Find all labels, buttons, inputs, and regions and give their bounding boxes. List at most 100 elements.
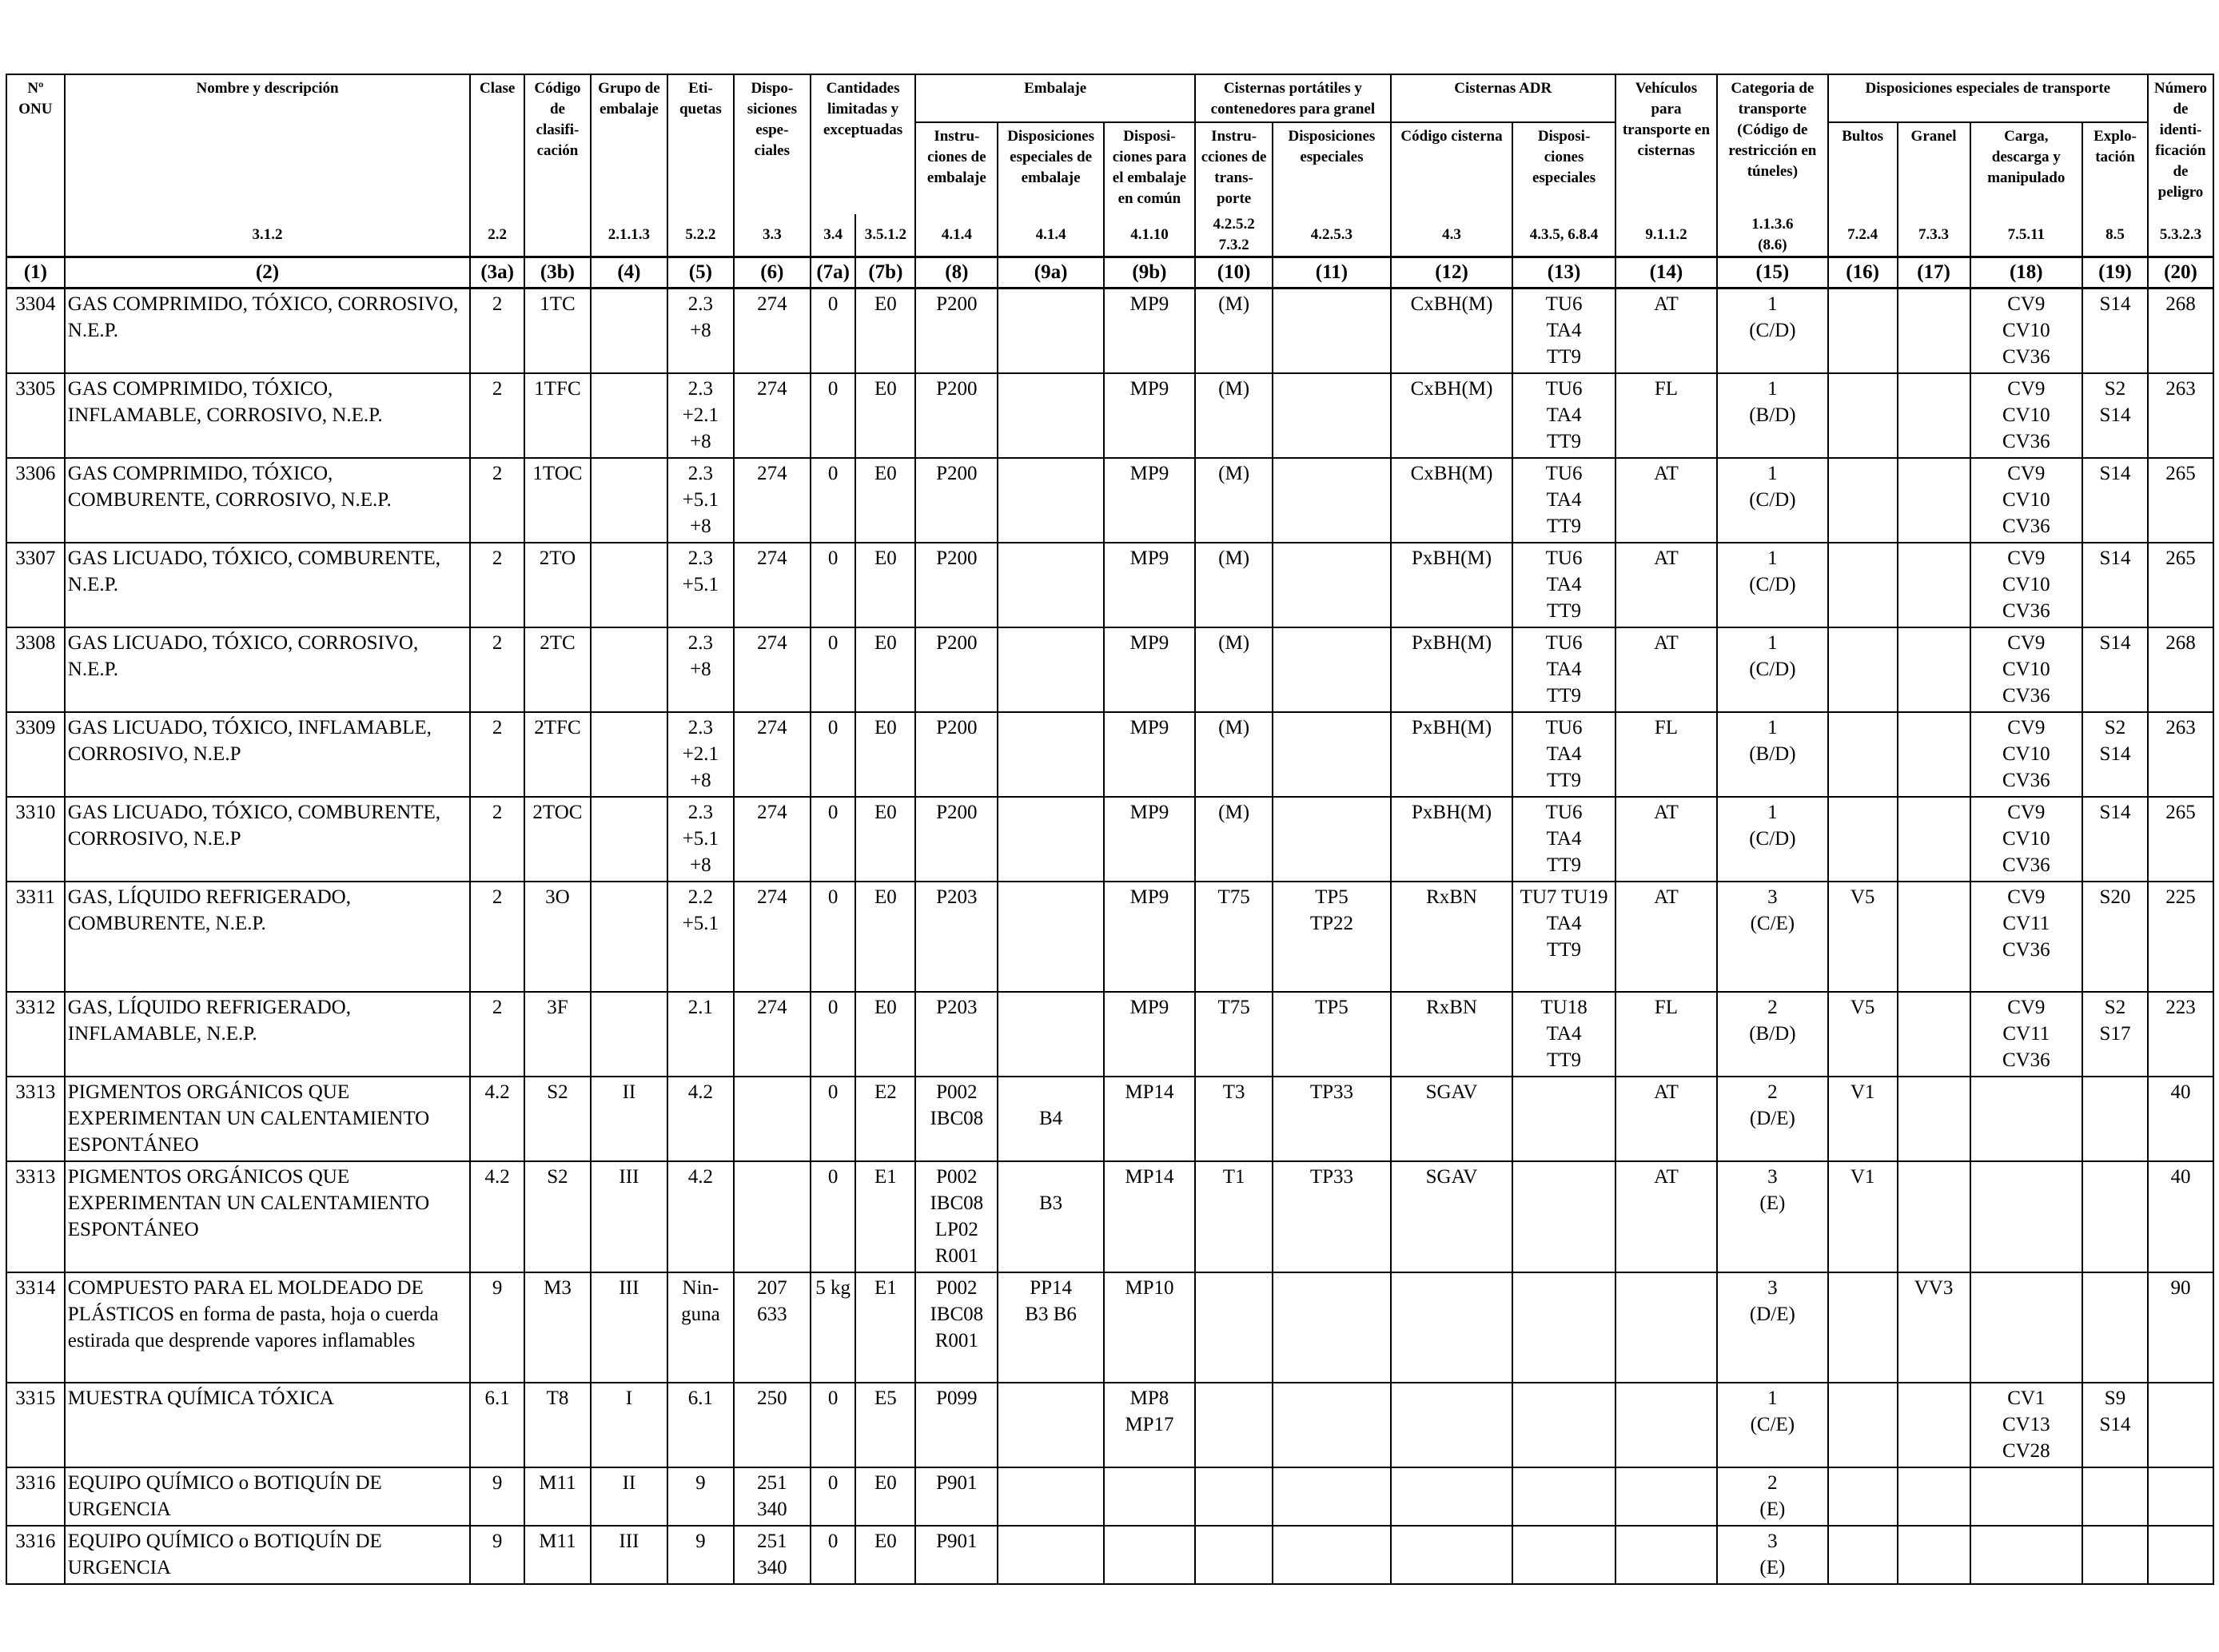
tank-special: TU6 TA4 TT9 bbox=[1512, 287, 1616, 374]
portable-tank-instruction: (M) bbox=[1194, 287, 1274, 374]
operation-provision: S14 bbox=[2082, 287, 2149, 374]
operation-provision bbox=[2082, 1467, 2149, 1527]
special-provisions: 274 bbox=[732, 372, 811, 459]
labels: 9 bbox=[666, 1467, 735, 1527]
un-number: 3312 bbox=[6, 991, 66, 1077]
portable-tank-special bbox=[1272, 372, 1392, 459]
packages-provision bbox=[1827, 457, 1898, 543]
header-operation: Explo- tación bbox=[2082, 121, 2149, 214]
un-number: 3307 bbox=[6, 542, 66, 628]
portable-tank-instruction: (M) bbox=[1194, 542, 1274, 628]
packing-instruction: P901 bbox=[914, 1467, 999, 1527]
packages-provision: V5 bbox=[1827, 991, 1898, 1077]
header-tank-special: Disposi- ciones especiales bbox=[1512, 121, 1616, 214]
vehicle: AT bbox=[1614, 796, 1719, 882]
header-special-transport: Disposiciones especiales de transporte bbox=[1827, 74, 2149, 122]
mixed-packing: MP9 bbox=[1102, 796, 1197, 882]
portable-tank-special bbox=[1272, 627, 1392, 713]
vehicle: AT bbox=[1614, 542, 1719, 628]
operation-provision: S9 S14 bbox=[2082, 1382, 2149, 1468]
header-labels: Eti- quetas bbox=[666, 74, 735, 214]
limited-quantity: 0 bbox=[809, 627, 857, 713]
transport-category: 3 (D/E) bbox=[1716, 1272, 1829, 1383]
limited-quantity: 0 bbox=[809, 542, 857, 628]
special-provisions bbox=[732, 1160, 811, 1273]
excepted-quantity: E0 bbox=[855, 881, 917, 993]
tank-special: TU6 TA4 TT9 bbox=[1512, 711, 1616, 798]
transport-category: 1 (C/D) bbox=[1716, 796, 1829, 882]
reference-cell: 5.2.2 bbox=[666, 214, 735, 258]
header-special-packing-provisions: Disposiciones especiales de embalaje bbox=[997, 121, 1105, 214]
portable-tank-special bbox=[1272, 1525, 1392, 1585]
packing-group bbox=[589, 711, 668, 798]
reference-cell bbox=[6, 214, 66, 258]
packing-instruction: P203 bbox=[914, 881, 999, 993]
class: 9 bbox=[469, 1272, 526, 1383]
packing-group: III bbox=[589, 1272, 668, 1383]
packages-provision bbox=[1827, 1467, 1898, 1527]
reference-cell: 2.1.1.3 bbox=[589, 214, 668, 258]
transport-category: 1 (B/D) bbox=[1716, 711, 1829, 798]
substance-name: PIGMENTOS ORGÁNICOS QUE EXPERIMENTAN UN … bbox=[63, 1076, 472, 1162]
limited-quantity: 0 bbox=[809, 711, 857, 798]
column-number: (18) bbox=[1969, 256, 2084, 289]
tank-special: TU18 TA4 TT9 bbox=[1512, 991, 1616, 1077]
tank-code bbox=[1389, 1272, 1514, 1383]
limited-quantity: 0 bbox=[809, 372, 857, 459]
excepted-quantity: E0 bbox=[855, 1467, 917, 1527]
portable-tank-instruction: (M) bbox=[1194, 796, 1274, 882]
tank-code bbox=[1389, 1525, 1514, 1585]
packing-group bbox=[589, 881, 668, 993]
bulk-provision bbox=[1896, 881, 1971, 993]
mixed-packing: MP9 bbox=[1102, 711, 1197, 798]
tank-special bbox=[1512, 1525, 1616, 1585]
labels: 4.2 bbox=[666, 1160, 735, 1273]
portable-tank-special bbox=[1272, 711, 1392, 798]
portable-tank-instruction: T75 bbox=[1194, 881, 1274, 993]
vehicle: AT bbox=[1614, 287, 1719, 374]
labels: 9 bbox=[666, 1525, 735, 1585]
operation-provision: S14 bbox=[2082, 457, 2149, 543]
tank-special: TU6 TA4 TT9 bbox=[1512, 372, 1616, 459]
un-number: 3316 bbox=[6, 1467, 66, 1527]
portable-tank-special: TP5 bbox=[1272, 991, 1392, 1077]
mixed-packing: MP9 bbox=[1102, 627, 1197, 713]
column-number: (9b) bbox=[1102, 256, 1197, 289]
tank-special: TU6 TA4 TT9 bbox=[1512, 542, 1616, 628]
header-transport-category: Categoria de transporte (Código de restr… bbox=[1716, 74, 1829, 214]
column-number: (2) bbox=[63, 256, 472, 289]
packing-instruction: P200 bbox=[914, 372, 999, 459]
classification-code: 2TFC bbox=[524, 711, 592, 798]
mixed-packing: MP9 bbox=[1102, 881, 1197, 993]
packages-provision: V1 bbox=[1827, 1160, 1898, 1273]
bulk-provision bbox=[1896, 1160, 1971, 1273]
column-number: (12) bbox=[1389, 256, 1514, 289]
portable-tank-special: TP5 TP22 bbox=[1272, 881, 1392, 993]
header-classification-code: Código de clasifi- cación bbox=[524, 74, 592, 214]
operation-provision: S14 bbox=[2082, 542, 2149, 628]
bulk-provision bbox=[1896, 287, 1971, 374]
portable-tank-special bbox=[1272, 542, 1392, 628]
classification-code: 3O bbox=[524, 881, 592, 993]
class: 9 bbox=[469, 1525, 526, 1585]
excepted-quantity: E2 bbox=[855, 1076, 917, 1162]
classification-code: 3F bbox=[524, 991, 592, 1077]
un-number: 3310 bbox=[6, 796, 66, 882]
packing-instruction: P200 bbox=[914, 542, 999, 628]
table-row: 3310 GAS LICUADO, TÓXICO, COMBURENTE, COR… bbox=[6, 796, 2215, 882]
excepted-quantity: E0 bbox=[855, 457, 917, 543]
limited-quantity: 0 bbox=[809, 796, 857, 882]
tank-code bbox=[1389, 1382, 1514, 1468]
reference-cell: 5.3.2.3 bbox=[2146, 214, 2215, 258]
operation-provision bbox=[2082, 1076, 2149, 1162]
header-special-provisions: Dispo- siciones espe- ciales bbox=[732, 74, 811, 214]
transport-category: 3 (E) bbox=[1716, 1160, 1829, 1273]
labels: 2.3 +5.1 bbox=[666, 542, 735, 628]
labels: 2.3 +8 bbox=[666, 287, 735, 374]
hazard-id: 265 bbox=[2146, 457, 2215, 543]
un-number: 3305 bbox=[6, 372, 66, 459]
tank-code: CxBH(M) bbox=[1389, 287, 1514, 374]
loading-provision bbox=[1969, 1272, 2084, 1383]
un-number: 3313 bbox=[6, 1076, 66, 1162]
header-packaging: Embalaje bbox=[914, 74, 1197, 122]
